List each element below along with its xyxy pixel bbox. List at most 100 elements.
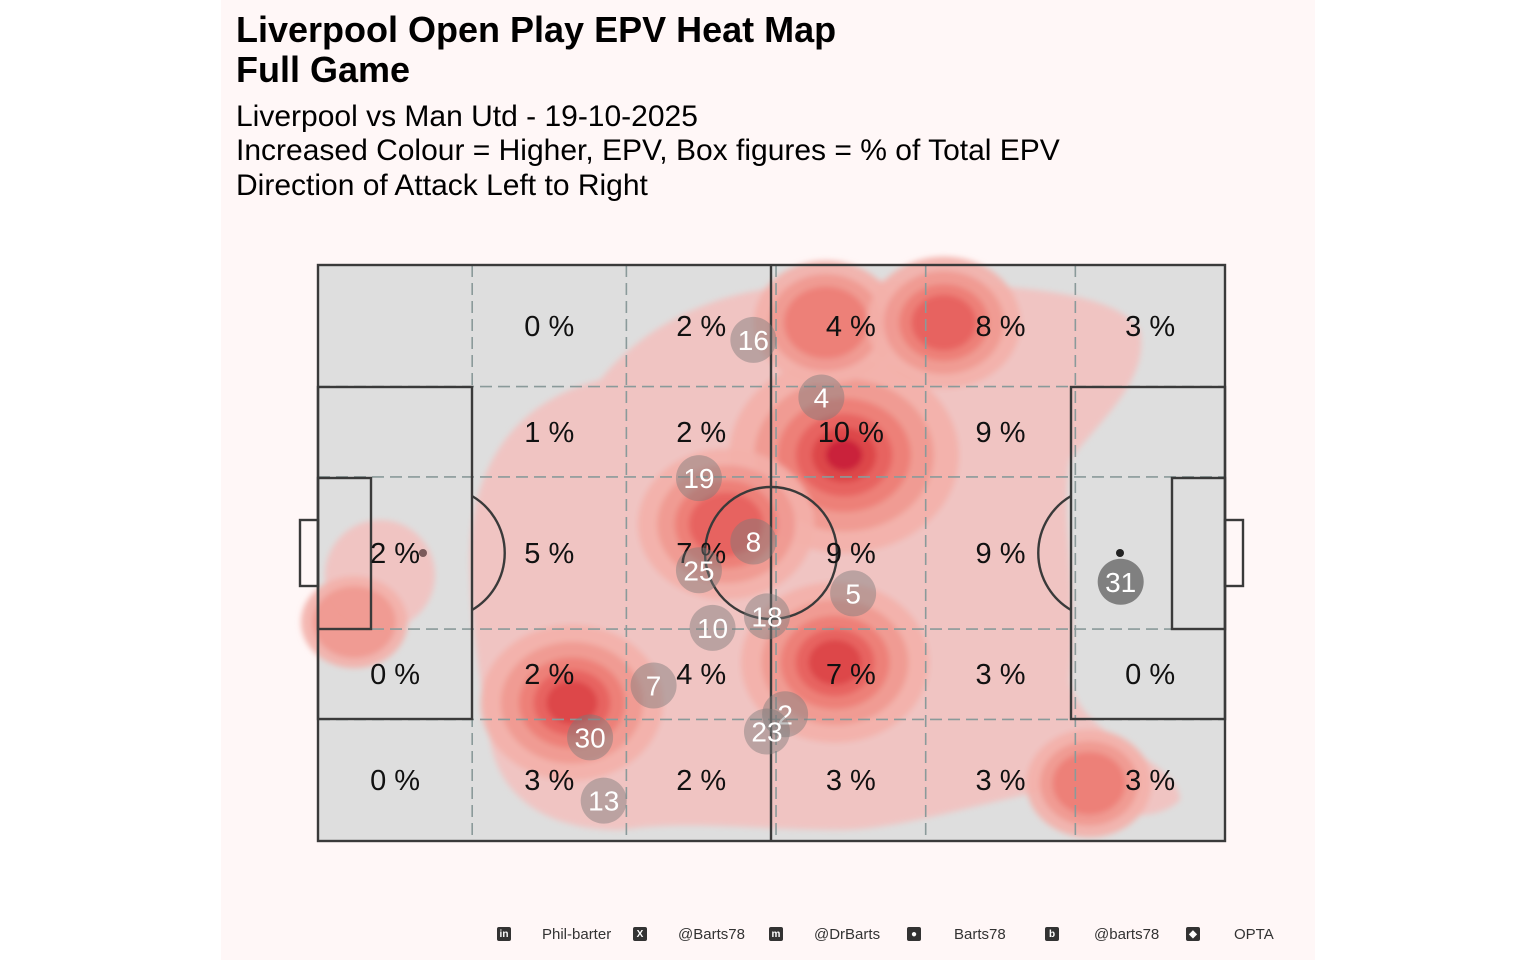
player-marker-23: 23 [743,708,790,755]
player-markers: 16 4 19 8 25 10 18 5 31 7 223 30 13 [567,316,1144,824]
player-marker-10: 10 [689,604,736,651]
footer-label: Phil-barter [542,926,612,943]
penalty-spot-right [1116,549,1124,557]
player-marker-13: 13 [580,777,627,824]
zone-percent-label: 1 % [524,417,574,449]
centre-circle [703,485,839,621]
player-number-label: 25 [683,555,714,586]
player-dot [743,593,790,640]
player-dot [675,547,722,594]
player-dot [743,708,790,755]
player-number-label: 23 [751,717,782,748]
player-dot [730,316,777,363]
heat-contour [808,639,862,685]
player-marker-25: 25 [675,547,722,594]
zone-percent-label: 9 % [976,417,1026,449]
heat-contour [784,286,868,359]
heat-contour [312,586,396,658]
player-marker-8: 8 [730,518,777,565]
penalty-arc-right [1037,494,1072,612]
zone-percent-label: 7 % [826,659,876,691]
heat-contour [689,492,764,556]
zone-percent-label: 3 % [1125,311,1175,343]
player-number-label: 2 [777,699,793,730]
zone-labels: 0 % 2 % 4 % 8 % 3 % 1 % 2 % 10 % 9 % 2 % 5 % 7 % 9 %… [370,311,1175,797]
zone-percent-label: 0 % [1125,659,1175,691]
github-icon: ● [907,927,921,941]
player-marker-16: 16 [730,316,777,363]
goal-left [298,518,320,588]
player-dot [630,662,677,709]
player-marker-4: 4 [798,374,845,421]
player-marker-7: 7 [630,662,677,709]
zone-percent-label: 3 % [976,765,1026,797]
zone-percent-label: 0 % [524,311,574,343]
chart-subtitle-direction: Direction of Attack Left to Right [236,169,648,202]
bluesky-icon: b [1045,927,1059,941]
player-number-label: 16 [738,325,769,356]
heat-contour [546,680,598,725]
x-twitter-icon: X [633,927,647,941]
zone-percent-label: 8 % [976,311,1026,343]
zone-percent-label: 0 % [370,659,420,691]
player-number-label: 18 [751,601,782,632]
heat-contour [825,439,863,471]
player-marker-31: 31 [1097,558,1144,605]
zone-percent-label: 3 % [524,765,574,797]
player-dot [580,777,627,824]
player-dot [762,691,809,738]
zone-percent-label: 9 % [976,538,1026,570]
player-marker-19: 19 [675,455,722,502]
player-number-label: 19 [683,463,714,494]
goal-right [1223,518,1245,588]
player-dot [730,518,777,565]
zone-percent-label: 4 % [826,311,876,343]
zone-percent-label: 2 % [370,538,420,570]
player-number-label: 5 [845,578,861,609]
player-number-label: 30 [575,722,606,753]
zone-percent-label: 2 % [676,765,726,797]
heat-contour [911,294,977,351]
zone-percent-label: 2 % [676,311,726,343]
penalty-spot-left [419,549,427,557]
footer-label: Barts78 [954,926,1006,943]
footer-label: @barts78 [1094,926,1160,943]
player-number-label: 4 [814,382,830,413]
player-dot [567,714,614,761]
player-dot [675,455,722,502]
player-dot [830,570,877,617]
player-number-label: 7 [646,670,662,701]
footer-label: OPTA [1234,926,1274,943]
zone-percent-label: 10 % [818,417,884,449]
player-dot [689,604,736,651]
zone-percent-label: 0 % [370,765,420,797]
penalty-arc-left [471,494,506,612]
zone-percent-label: 3 % [826,765,876,797]
footer-label: @Barts78 [678,926,745,943]
player-number-label: 8 [746,526,762,557]
zone-percent-label: 9 % [826,538,876,570]
player-number-label: 31 [1105,567,1136,598]
zone-percent-label: 7 % [676,538,726,570]
player-number-label: 13 [588,786,619,817]
mastodon-icon: m [769,927,783,941]
zone-percent-label: 5 % [524,538,574,570]
player-marker-30: 30 [567,714,614,761]
player-number-label: 10 [697,613,728,644]
zone-percent-label: 3 % [976,659,1026,691]
zone-percent-label: 4 % [676,659,726,691]
zone-percent-label: 2 % [676,417,726,449]
chart-subtitle-match: Liverpool vs Man Utd - 19-10-2025 [236,100,698,133]
chart-title: Liverpool Open Play EPV Heat Map [236,9,837,50]
pitch-markings [298,263,1245,843]
chart-subtitle-legend: Increased Colour = Higher, EPV, Box figu… [236,134,1060,167]
player-marker-5: 5 [830,570,877,617]
player-dot [1097,558,1144,605]
zone-percent-label: 2 % [524,659,574,691]
player-marker-18: 18 [743,593,790,640]
dropbox-icon: ◆ [1186,927,1200,941]
player-marker-2: 2 [762,691,809,738]
heat-contour [1052,752,1126,815]
chart-title-line2: Full Game [236,49,411,90]
